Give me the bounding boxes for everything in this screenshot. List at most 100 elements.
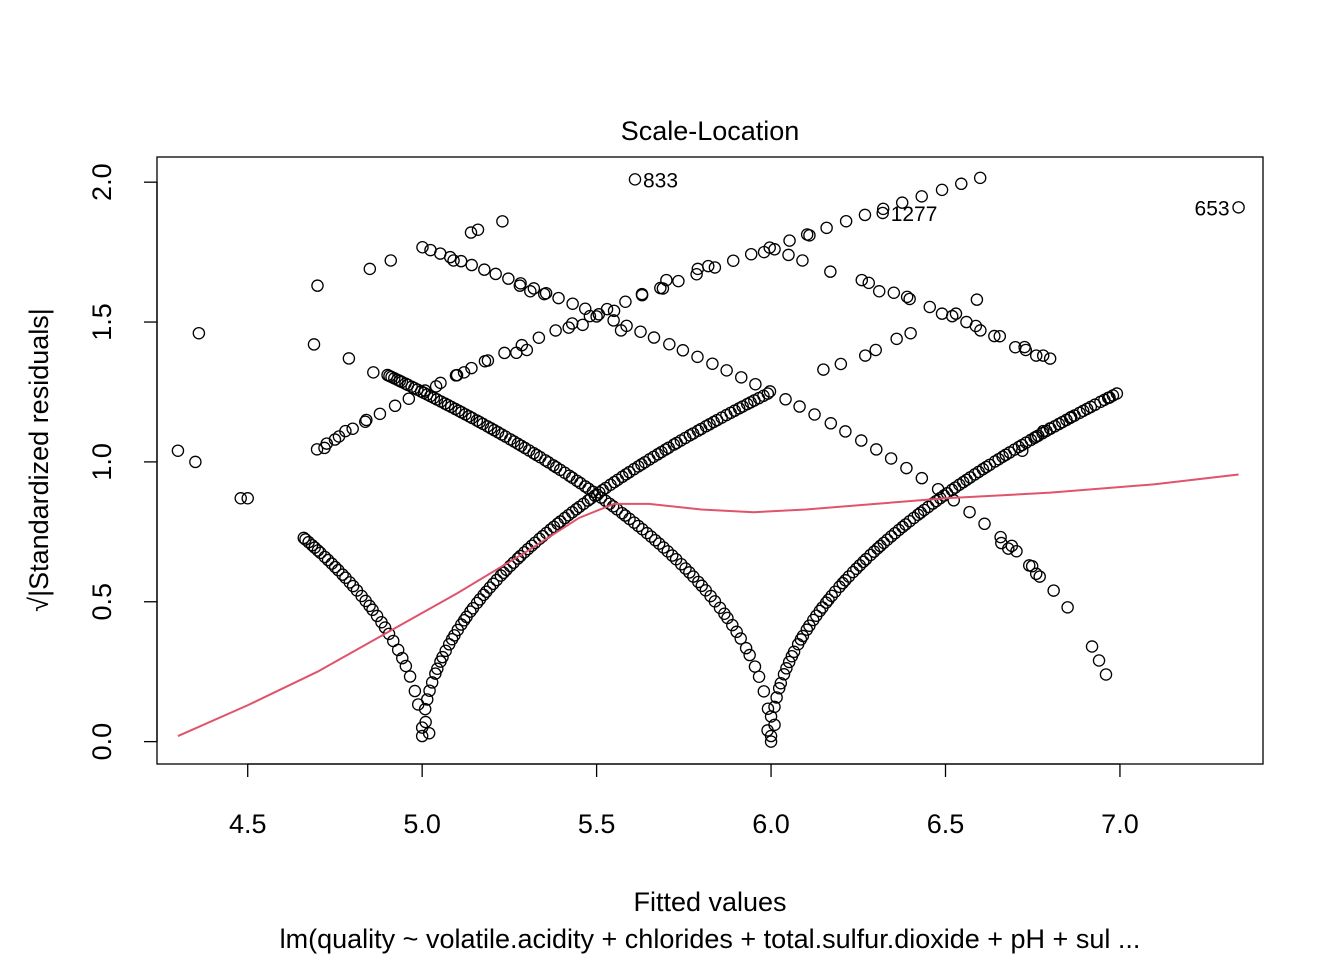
data-point	[836, 576, 849, 590]
data-point	[447, 254, 460, 267]
data-point	[328, 433, 342, 446]
data-point	[660, 273, 673, 287]
data-point	[1092, 654, 1106, 667]
data-point	[649, 533, 662, 547]
data-point	[1110, 387, 1124, 400]
data-point	[915, 471, 929, 485]
data-point	[730, 625, 743, 639]
data-point	[478, 354, 492, 368]
data-point	[490, 573, 503, 587]
data-point	[834, 357, 848, 371]
data-point	[734, 632, 747, 645]
data-point	[234, 492, 247, 505]
data-point	[489, 267, 502, 281]
data-point	[900, 461, 913, 475]
point-label: 653	[1195, 197, 1230, 220]
data-point	[855, 434, 868, 447]
data-point	[425, 676, 439, 689]
data-point	[536, 529, 549, 543]
y-tick-label: 1.0	[87, 443, 117, 481]
data-point	[384, 254, 398, 267]
data-point	[562, 508, 575, 522]
data-point	[436, 650, 449, 664]
data-point	[339, 571, 352, 584]
data-point	[963, 505, 976, 519]
data-point	[396, 651, 409, 665]
data-point	[241, 492, 254, 505]
data-point	[917, 503, 931, 517]
data-point	[949, 307, 963, 320]
data-point	[796, 629, 810, 643]
data-point	[994, 530, 1007, 544]
data-point	[884, 530, 898, 543]
smooth-line	[177, 473, 1239, 737]
data-point	[483, 581, 497, 594]
data-point	[391, 643, 405, 657]
data-point	[632, 519, 645, 533]
data-point	[855, 273, 869, 287]
data-point	[820, 221, 833, 235]
data-point	[768, 718, 781, 732]
data-point	[471, 223, 485, 236]
data-point	[857, 555, 870, 569]
data-point	[976, 462, 990, 476]
data-point	[800, 623, 814, 636]
data-point	[496, 215, 509, 228]
data-point	[403, 670, 417, 683]
data-point	[1033, 570, 1046, 583]
data-point	[552, 291, 565, 305]
data-point	[674, 557, 688, 571]
data-point	[803, 229, 816, 242]
data-point	[307, 338, 321, 351]
data-point	[761, 702, 775, 715]
data-point	[1029, 567, 1043, 581]
data-point	[864, 548, 877, 562]
data-point	[691, 350, 704, 364]
data-point	[434, 376, 447, 390]
chart-title: Scale-Location	[621, 116, 800, 146]
data-point	[839, 214, 853, 228]
data-point	[665, 549, 679, 562]
data-point	[647, 331, 661, 344]
data-point	[439, 644, 452, 658]
data-point	[618, 509, 632, 522]
data-point	[363, 262, 377, 276]
data-point	[418, 384, 432, 397]
data-point	[420, 693, 434, 706]
data-point	[415, 729, 429, 743]
data-point	[974, 324, 987, 337]
data-point	[593, 486, 606, 499]
data-point	[336, 568, 349, 581]
data-point	[679, 562, 692, 575]
data-point	[619, 295, 632, 309]
data-point	[718, 607, 731, 621]
data-point	[583, 309, 597, 323]
data-point	[608, 475, 621, 489]
data-point	[473, 593, 487, 606]
y-axis: 0.0 0.5 1.0 1.5 2.0	[87, 163, 158, 760]
data-point	[794, 633, 808, 646]
data-point	[419, 715, 432, 729]
y-tick-label: 1.5	[87, 303, 117, 341]
data-point	[695, 579, 709, 593]
data-point	[884, 452, 898, 465]
data-point	[764, 735, 778, 748]
data-point	[960, 315, 973, 329]
data-point	[779, 393, 792, 406]
data-point	[310, 443, 324, 456]
data-point	[929, 494, 943, 508]
data-point	[443, 250, 457, 264]
data-point	[825, 589, 838, 603]
data-point	[373, 407, 387, 421]
data-point	[1036, 424, 1050, 438]
data-point	[748, 660, 762, 673]
point-label: 833	[643, 169, 678, 192]
data-point	[465, 258, 478, 272]
data-points	[171, 171, 1245, 748]
data-point	[573, 500, 586, 514]
data-point	[1029, 349, 1043, 362]
x-tick-label: 4.5	[229, 809, 267, 839]
data-point	[457, 613, 471, 627]
data-point	[1019, 343, 1033, 357]
point-label: 1277	[891, 203, 938, 226]
